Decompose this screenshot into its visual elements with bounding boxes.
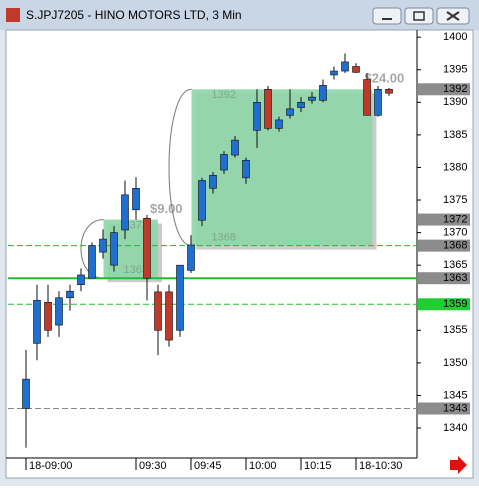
y-tick-label: 1350 — [443, 357, 467, 369]
y-tick-label: 1375 — [443, 194, 467, 206]
x-tick-label: 18-10:30 — [359, 460, 402, 472]
candle-body — [77, 274, 85, 286]
trade-high-label: 1392 — [212, 89, 236, 101]
price-marker — [418, 239, 470, 252]
candle-body — [44, 302, 52, 331]
candle-body — [242, 159, 250, 179]
price-marker-label: 1372 — [443, 213, 467, 225]
x-tick-label: 10:15 — [304, 460, 332, 472]
candle-body — [341, 61, 349, 72]
price-marker — [418, 83, 470, 96]
maximize-icon — [413, 11, 425, 21]
candle-body — [121, 194, 129, 231]
price-marker-label: 1363 — [443, 272, 467, 284]
y-tick-label: 1345 — [443, 389, 467, 401]
candle-body — [66, 290, 74, 299]
y-tick-label: 1400 — [443, 31, 467, 43]
candle-body — [88, 245, 96, 279]
trade-arc — [168, 88, 192, 247]
price-marker-label: 1368 — [443, 240, 467, 252]
candle-body — [231, 139, 239, 156]
scroll-arrow[interactable] — [450, 456, 467, 474]
price-marker — [418, 213, 470, 226]
candle-body — [319, 85, 327, 101]
candle-body — [165, 291, 173, 341]
y-tick-label: 1395 — [443, 64, 467, 76]
candle-body — [143, 217, 151, 279]
window-title: S.JPJ7205 - HINO MOTORS LTD, 3 Min — [26, 8, 242, 22]
candle-body — [363, 79, 371, 116]
candle-body — [132, 188, 140, 211]
price-marker-label: 1359 — [443, 298, 467, 310]
candle-body — [286, 108, 294, 116]
candle-body — [209, 174, 217, 189]
trade-profit-label: $9.00 — [150, 201, 183, 216]
trade-low-label: 1368 — [212, 232, 236, 244]
candle-body — [385, 88, 393, 94]
y-tick-label: 1370 — [443, 227, 467, 239]
x-tick-label: 18-09:00 — [29, 460, 72, 472]
candle-body — [187, 244, 195, 271]
price-marker — [418, 298, 470, 311]
y-tick-label: 1365 — [443, 259, 467, 271]
trade-low-label: 1363 — [124, 264, 148, 276]
app-icon — [6, 8, 20, 22]
candle-body — [352, 66, 360, 73]
candle-body — [330, 70, 338, 76]
candle-body — [33, 300, 41, 344]
candle-body — [154, 291, 162, 331]
y-tick-label: 1380 — [443, 161, 467, 173]
x-tick-label: 09:45 — [194, 460, 222, 472]
minimize-button[interactable] — [372, 7, 402, 25]
candle-body — [297, 102, 305, 108]
trade-profit-label: $24.00 — [365, 71, 405, 86]
price-marker-label: 1343 — [443, 402, 467, 414]
candle-body — [308, 96, 316, 101]
candle-body — [22, 378, 30, 409]
price-marker-label: 1392 — [443, 83, 467, 95]
candle-body — [55, 297, 63, 326]
x-tick-label: 10:00 — [249, 460, 277, 472]
trade-box — [191, 89, 373, 246]
candle-body — [220, 154, 228, 171]
candle-body — [264, 88, 272, 129]
candle-body — [176, 264, 184, 331]
candle-body — [99, 238, 107, 253]
y-tick-label: 1385 — [443, 129, 467, 141]
y-tick-label: 1390 — [443, 96, 467, 108]
candle-body — [253, 102, 261, 131]
trade-high-label: 1372 — [124, 219, 148, 231]
close-icon — [446, 11, 460, 21]
x-tick-label: 09:30 — [139, 460, 167, 472]
maximize-button[interactable] — [404, 7, 434, 25]
candle-body — [110, 232, 118, 266]
candle-body — [198, 180, 206, 221]
candle-body — [374, 88, 382, 116]
candle-body — [275, 119, 283, 129]
price-marker — [418, 402, 470, 415]
y-tick-label: 1340 — [443, 422, 467, 434]
y-tick-label: 1355 — [443, 324, 467, 336]
price-marker — [418, 272, 470, 285]
